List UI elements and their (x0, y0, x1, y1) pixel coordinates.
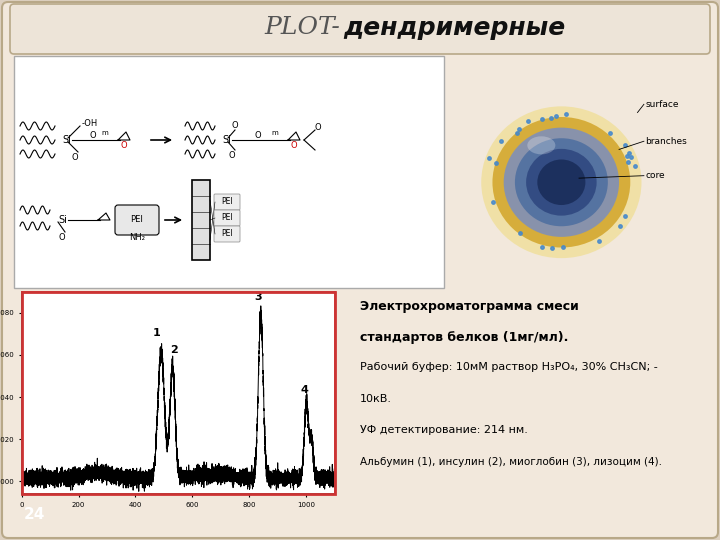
Text: core: core (646, 171, 665, 180)
Text: O: O (232, 122, 238, 131)
Text: 2: 2 (170, 345, 178, 355)
Text: O: O (72, 153, 78, 163)
Text: O: O (229, 152, 235, 160)
Text: Рабочий буфер: 10мМ раствор H₃PO₄, 30% CH₃CN; -: Рабочий буфер: 10мМ раствор H₃PO₄, 30% C… (360, 362, 657, 373)
FancyBboxPatch shape (214, 194, 240, 210)
Text: Si: Si (62, 135, 71, 145)
Text: O: O (315, 124, 321, 132)
Ellipse shape (504, 127, 619, 237)
Text: Альбумин (1), инсулин (2), миоглобин (3), лизоцим (4).: Альбумин (1), инсулин (2), миоглобин (3)… (360, 457, 662, 467)
Text: O: O (90, 131, 96, 139)
Text: 1: 1 (153, 328, 161, 338)
Ellipse shape (515, 138, 608, 226)
Text: NH₂: NH₂ (129, 233, 145, 242)
Text: 4: 4 (301, 385, 309, 395)
Text: m: m (102, 130, 109, 136)
Text: PEI: PEI (221, 198, 233, 206)
Text: 3: 3 (254, 292, 262, 302)
Text: стандартов белков (1мг/мл).: стандартов белков (1мг/мл). (360, 331, 568, 344)
Bar (192, 180, 210, 260)
Text: m: m (271, 130, 279, 136)
Text: Электрохроматограмма смеси: Электрохроматограмма смеси (360, 300, 579, 313)
Text: PEI: PEI (221, 230, 233, 239)
FancyBboxPatch shape (10, 4, 710, 54)
Text: дендримерные: дендримерные (343, 16, 565, 40)
Ellipse shape (481, 106, 642, 258)
Text: O: O (59, 233, 66, 242)
Ellipse shape (526, 149, 597, 215)
Text: PLOT-: PLOT- (264, 17, 340, 39)
Text: PEI: PEI (221, 213, 233, 222)
FancyBboxPatch shape (214, 210, 240, 226)
Text: branches: branches (646, 137, 688, 146)
Text: Si: Si (58, 215, 67, 225)
Ellipse shape (492, 117, 630, 247)
Text: 24: 24 (24, 507, 45, 522)
FancyBboxPatch shape (115, 205, 159, 235)
Text: O: O (291, 141, 297, 151)
Bar (14, 56, 444, 288)
Text: PEI: PEI (130, 215, 143, 225)
Text: -OH: -OH (82, 119, 98, 129)
Ellipse shape (527, 136, 555, 154)
Text: O: O (255, 131, 261, 139)
Text: O: O (121, 141, 127, 151)
Text: УФ детектирование: 214 нм.: УФ детектирование: 214 нм. (360, 426, 528, 435)
FancyBboxPatch shape (214, 226, 240, 242)
Text: 10кВ.: 10кВ. (360, 394, 392, 404)
Text: Si: Si (222, 135, 231, 145)
Ellipse shape (537, 159, 585, 205)
Text: surface: surface (646, 100, 679, 109)
